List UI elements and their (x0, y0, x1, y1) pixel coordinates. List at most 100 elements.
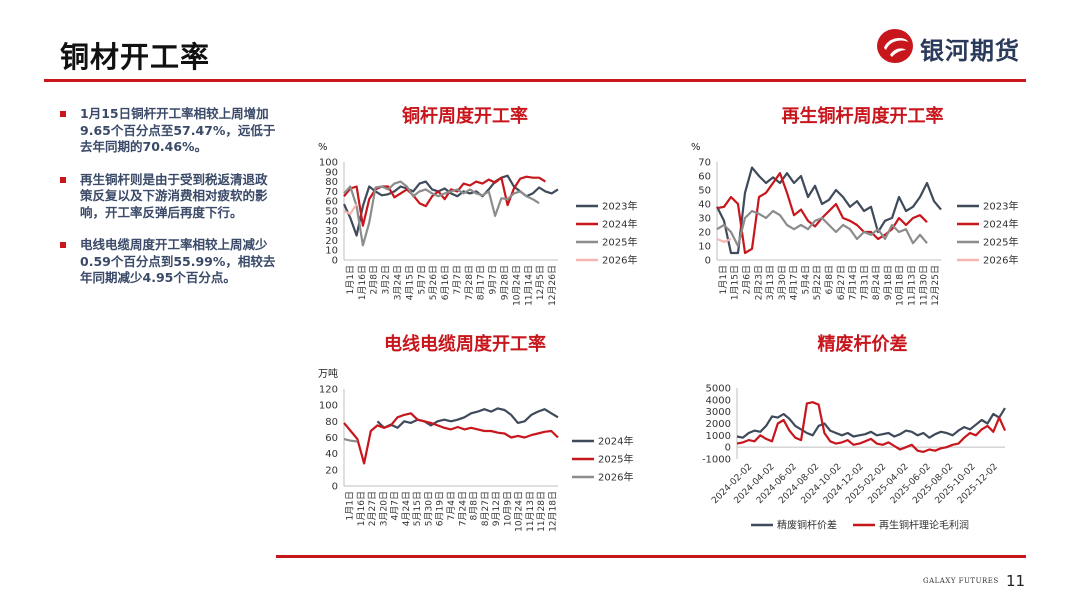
x-tick-label: 11月14日 (523, 265, 534, 306)
x-tick-label: 8月17日 (476, 265, 487, 300)
y-tick-label: 100 (319, 158, 338, 169)
bullet-item: 电线电缆周度开工率相较上周减少0.59个百分点到55.99%，相较去年同期减少4… (60, 237, 278, 287)
bullet-text: 电线电缆周度开工率相较上周减少0.59个百分点到55.99%，相较去年同期减少4… (80, 237, 276, 285)
x-tick-label: 6月19日 (435, 491, 446, 526)
series-line-0 (736, 407, 1006, 439)
x-tick-label: 3月30日 (777, 265, 788, 300)
legend-label: 2024年 (598, 435, 633, 448)
x-tick-label: 8月24日 (871, 265, 882, 300)
series-line-2 (716, 209, 928, 248)
y-tick-label: 60 (325, 433, 338, 444)
legend-label: 2024年 (602, 218, 637, 231)
legend-label: 2025年 (602, 236, 637, 249)
y-tick-label: 80 (325, 417, 338, 428)
x-tick-label: 7月7日 (452, 265, 463, 294)
bullet-square-icon (60, 242, 66, 248)
x-tick-label: 4月24日 (401, 491, 412, 526)
y-tick-label: 10 (698, 242, 711, 253)
unit-label: % (691, 142, 701, 153)
x-tick-label: 5月4日 (800, 265, 811, 294)
bullet-square-icon (60, 111, 66, 117)
page-title: 铜材开工率 (60, 40, 211, 74)
x-tick-label: 1月1日 (718, 265, 729, 294)
brand-name: 银河期货 (920, 37, 1020, 65)
x-tick-label: 2月8日 (369, 265, 380, 294)
series-line-2 (343, 180, 540, 247)
x-tick-label: 6月27日 (836, 265, 847, 300)
unit-label: % (318, 142, 328, 153)
y-tick-label: 0 (332, 482, 338, 493)
x-tick-label: 3月13日 (765, 265, 776, 300)
series-line-1 (343, 175, 546, 227)
x-tick-label: 9月7日 (488, 265, 499, 294)
x-tick-label: 9月18日 (883, 265, 894, 300)
series-line-1 (343, 412, 559, 465)
y-tick-label: 30 (698, 214, 711, 225)
x-tick-label: 11月13日 (525, 491, 536, 532)
x-tick-label: 11月13日 (907, 265, 918, 306)
y-tick-label: 120 (319, 385, 338, 396)
x-tick-label: 12月25日 (930, 265, 941, 306)
bullet-text: 1月15日铜杆开工率相较上周增加9.65个百分点至57.47%，远低于去年同期的… (80, 106, 276, 154)
y-tick-label: 20 (325, 465, 338, 476)
x-tick-label: 7月4日 (446, 491, 457, 520)
x-tick-label: 9月12日 (491, 491, 502, 526)
bullet-list: 1月15日铜杆开工率相较上周增加9.65个百分点至57.47%，远低于去年同期的… (60, 106, 278, 303)
x-tick-label: 2月6日 (741, 265, 752, 294)
x-tick-label: 5月30日 (423, 491, 434, 526)
y-tick-label: 0 (332, 256, 338, 267)
x-tick-label: 5月7日 (416, 265, 427, 294)
y-tick-label: 100 (319, 401, 338, 412)
x-tick-label: 12月18日 (547, 491, 558, 532)
legend-label: 2025年 (983, 236, 1018, 249)
x-tick-label: 9月28日 (500, 265, 511, 300)
x-tick-label: 6月8日 (824, 265, 835, 294)
legend-label: 2026年 (598, 471, 633, 484)
bullet-item: 再生铜杆则是由于受到税返清退政策反复以及下游消费相对疲软的影响，开工率反弹后再度… (60, 172, 278, 222)
x-tick-label: 1月1日 (345, 265, 356, 294)
x-tick-label: 7月31日 (859, 265, 870, 300)
legend-label: 2024年 (983, 218, 1018, 231)
y-tick-label: -1000 (702, 455, 731, 466)
x-tick-label: 3月2日 (381, 265, 392, 294)
x-tick-label: 4月15日 (404, 265, 415, 300)
x-tick-label: 5月26日 (428, 265, 439, 300)
series-line-2 (343, 438, 358, 443)
x-tick-label: 12月5日 (535, 265, 546, 300)
legend-label: 2023年 (602, 200, 637, 213)
brand-logo: 银河期货 (876, 28, 1036, 65)
x-tick-label: 3月24日 (393, 265, 404, 300)
y-tick-label: 3000 (706, 407, 731, 418)
page-number: 11 (1006, 572, 1026, 590)
x-tick-label: 2月23日 (753, 265, 764, 300)
x-tick-label: 7月14日 (848, 265, 859, 300)
chart-title: 再生铜杆周度开工率 (781, 106, 944, 127)
x-tick-label: 10月24日 (514, 491, 525, 532)
x-tick-label: 11月30日 (918, 265, 929, 306)
x-tick-label: 4月17日 (789, 265, 800, 300)
legend-label: 2026年 (983, 254, 1018, 267)
y-tick-label: 20 (325, 236, 338, 247)
y-tick-label: 50 (325, 207, 338, 218)
series-line-3 (343, 203, 358, 215)
chart-title: 铜杆周度开工率 (402, 106, 528, 127)
chart-title: 精废杆价差 (817, 334, 908, 355)
x-tick-label: 11月28日 (536, 491, 547, 532)
x-tick-label: 4月7日 (390, 491, 401, 520)
chart-rod-utilization: 铜杆周度开工率 % 0 10 20 30 40 50 60 70 80 90 100 1月1日 1月16日… (300, 102, 637, 317)
series-line-1 (736, 401, 1007, 453)
y-tick-label: 60 (325, 197, 338, 208)
chart-refined-scrap-spread: 精废杆价差 -1000 0 1000 2000 3000 4000 5000 2024-02-… (695, 330, 1030, 540)
chart-title: 电线电缆周度开工率 (384, 334, 546, 355)
series-line-0 (716, 166, 942, 255)
x-tick-label: 10月24日 (511, 265, 522, 306)
galaxy-logo-icon (877, 29, 913, 63)
y-tick-label: 80 (325, 177, 338, 188)
x-tick-label: 1月15日 (730, 265, 741, 300)
chart-canvas: 万吨 0 20 40 60 80 100 120 1月1日 1月16日 2月27日 3月20日 4月7日… (318, 367, 633, 532)
chart-cable-utilization: 电线电缆周度开工率 万吨 0 20 40 60 80 100 120 1月1日 1月16日 2月27… (300, 330, 633, 540)
series-line-0 (342, 174, 559, 237)
x-tick-label: 5月22日 (812, 265, 823, 300)
series-line-0 (376, 407, 559, 429)
